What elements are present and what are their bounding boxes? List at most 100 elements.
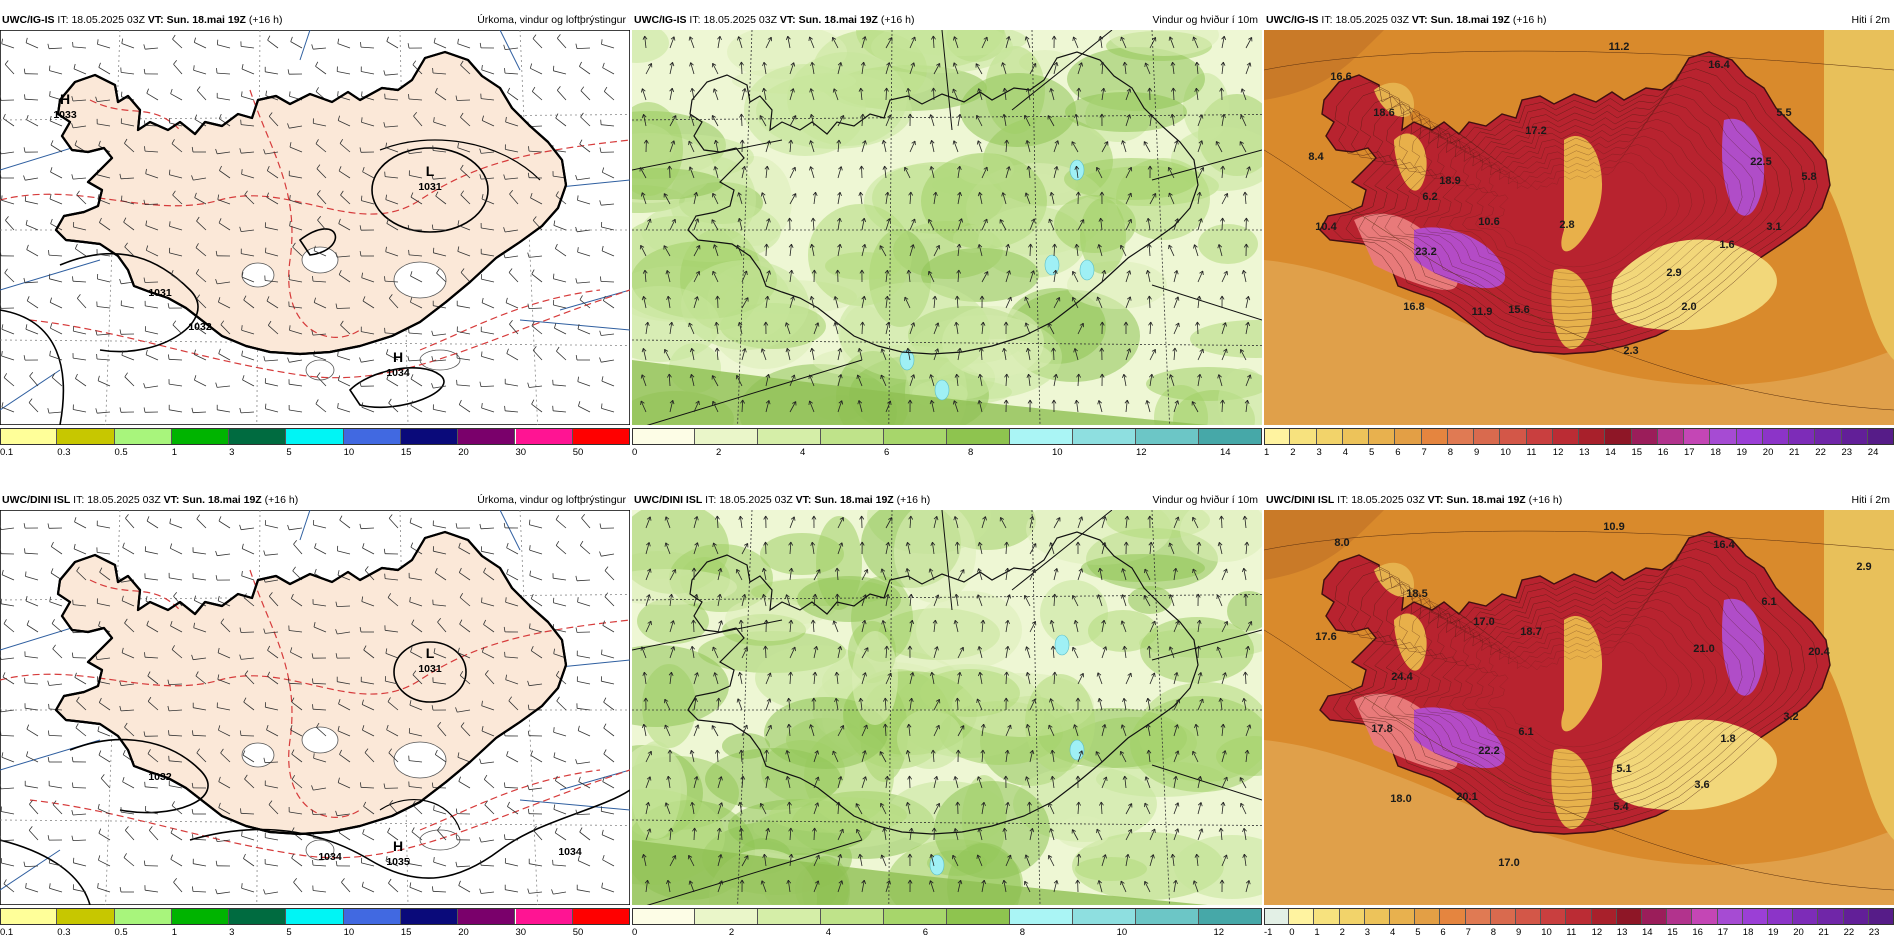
temp-value: 11.2 [1609, 41, 1630, 53]
model-name: UWC/DINI ISL [1266, 494, 1334, 506]
map-temp: 11.216.45.522.55.83.11.62.92.02.315.611.… [1264, 30, 1894, 425]
legend-tick: 5 [1369, 447, 1374, 458]
legend-tick: 4 [800, 447, 805, 458]
legend-tick: -1 [1264, 927, 1272, 938]
temp-value: 17.2 [1525, 125, 1546, 137]
temp-value: 23.2 [1415, 246, 1436, 258]
legend-tick: 30 [516, 927, 527, 938]
temp-value: 2.9 [1856, 561, 1871, 573]
field-name: Úrkoma, vindur og loftþrýstingur [477, 12, 626, 28]
vt-label: VT: [1428, 494, 1444, 506]
temp-value: 16.8 [1403, 301, 1424, 313]
panel-igis-temp: UWC/IG-IS IT: 18.05.2025 03Z VT: Sun. 18… [1264, 12, 1894, 472]
field-name: Hiti í 2m [1851, 492, 1890, 508]
legend-tick: 5 [286, 927, 291, 938]
initial-time: 18.05.2025 03Z [1335, 14, 1409, 26]
legend-tick: 0 [632, 447, 637, 458]
temp-value: 18.7 [1520, 626, 1541, 638]
pressure-value: 1031 [418, 181, 442, 193]
valid-time: Sun. 18.mai 19Z [814, 494, 893, 506]
it-label: IT: [1321, 14, 1332, 26]
temp-value: 20.4 [1808, 646, 1830, 658]
legend-tick: 8 [1448, 447, 1453, 458]
legend-tick: 4 [826, 927, 831, 938]
legend-tick: 4 [1343, 447, 1348, 458]
temp-value: 8.4 [1308, 151, 1324, 163]
legend-tick: 13 [1579, 447, 1590, 458]
temp-value: 22.5 [1750, 156, 1771, 168]
pressure-center-h: H [393, 349, 403, 365]
vt-label: VT: [1412, 14, 1428, 26]
legend-tick: 9 [1516, 927, 1521, 938]
temp-value: 17.6 [1315, 631, 1336, 643]
legend-tick: 10 [1052, 447, 1063, 458]
legend-tick: 6 [1395, 447, 1400, 458]
temp-value: 15.6 [1508, 304, 1529, 316]
legend-tick: 20 [458, 927, 469, 938]
legend-tick: 0 [632, 927, 637, 938]
legend-tick: 8 [1020, 927, 1025, 938]
legend-tick: 30 [516, 447, 527, 458]
temp-value: 5.1 [1616, 763, 1631, 775]
temp-value: 6.2 [1422, 191, 1437, 203]
model-name: UWC/DINI ISL [2, 494, 70, 506]
legend-tick: 8 [1491, 927, 1496, 938]
legend-tick: 10 [1500, 447, 1511, 458]
legend-tick: 12 [1553, 447, 1564, 458]
legend-tick: 21 [1789, 447, 1800, 458]
legend-tick: 15 [401, 447, 412, 458]
valid-time: Sun. 18.mai 19Z [799, 14, 878, 26]
legend-tick: 0.3 [57, 927, 70, 938]
temp-value: 21.0 [1693, 643, 1714, 655]
legend-tick: 2 [729, 927, 734, 938]
temp-value: 16.4 [1713, 539, 1735, 551]
panel-igis-wind: UWC/IG-IS IT: 18.05.2025 03Z VT: Sun. 18… [632, 12, 1262, 472]
temp-value: 10.4 [1315, 221, 1337, 233]
panel-igis-precip: UWC/IG-IS IT: 18.05.2025 03Z VT: Sun. 18… [0, 12, 630, 472]
temp-value: 3.6 [1694, 779, 1709, 791]
panel-dini-temp: UWC/DINI ISL IT: 18.05.2025 03Z VT: Sun.… [1264, 492, 1894, 952]
valid-time: Sun. 18.mai 19Z [1431, 14, 1510, 26]
legend-tick: 16 [1658, 447, 1669, 458]
legend-tick: 50 [573, 927, 584, 938]
model-name: UWC/IG-IS [1266, 14, 1319, 26]
panel-title: UWC/DINI ISL IT: 18.05.2025 03Z VT: Sun.… [0, 492, 630, 508]
legend-tick: 8 [968, 447, 973, 458]
temp-value: 10.6 [1478, 216, 1499, 228]
temp-value: 18.9 [1439, 175, 1460, 187]
legend-tick: 1 [1314, 927, 1319, 938]
temp-value: 2.8 [1559, 219, 1574, 231]
legend-tick: 2 [716, 447, 721, 458]
pressure-center-h: H [60, 91, 70, 107]
legend-tick: 9 [1474, 447, 1479, 458]
legend-tick: 10 [1117, 927, 1128, 938]
model-name: UWC/IG-IS [2, 14, 55, 26]
legend-tick: 10 [1541, 927, 1552, 938]
panel-title: UWC/DINI ISL IT: 18.05.2025 03Z VT: Sun.… [632, 492, 1262, 508]
it-label: IT: [73, 494, 84, 506]
initial-time: 18.05.2025 03Z [1351, 494, 1425, 506]
legend-tick: 3 [1365, 927, 1370, 938]
model-name: UWC/DINI ISL [634, 494, 702, 506]
legend-tick: 6 [884, 447, 889, 458]
panel-title: UWC/IG-IS IT: 18.05.2025 03Z VT: Sun. 18… [0, 12, 630, 28]
legend-tick: 3 [229, 927, 234, 938]
it-label: IT: [705, 494, 716, 506]
it-label: IT: [57, 14, 68, 26]
legend-tick: 0.5 [115, 447, 128, 458]
temp-value: 6.1 [1518, 726, 1533, 738]
legend-tick: 2 [1340, 927, 1345, 938]
legend-tick: 11 [1566, 927, 1576, 938]
legend-tick: 21 [1818, 927, 1829, 938]
legend-tick: 14 [1605, 447, 1616, 458]
temp-value: 20.1 [1456, 791, 1477, 803]
legend-tick: 0 [1289, 927, 1294, 938]
legend-tick: 23 [1842, 447, 1853, 458]
lead-time: (+16 h) [897, 494, 931, 506]
temp-value: 5.8 [1801, 171, 1816, 183]
legend-tick: 6 [923, 927, 928, 938]
